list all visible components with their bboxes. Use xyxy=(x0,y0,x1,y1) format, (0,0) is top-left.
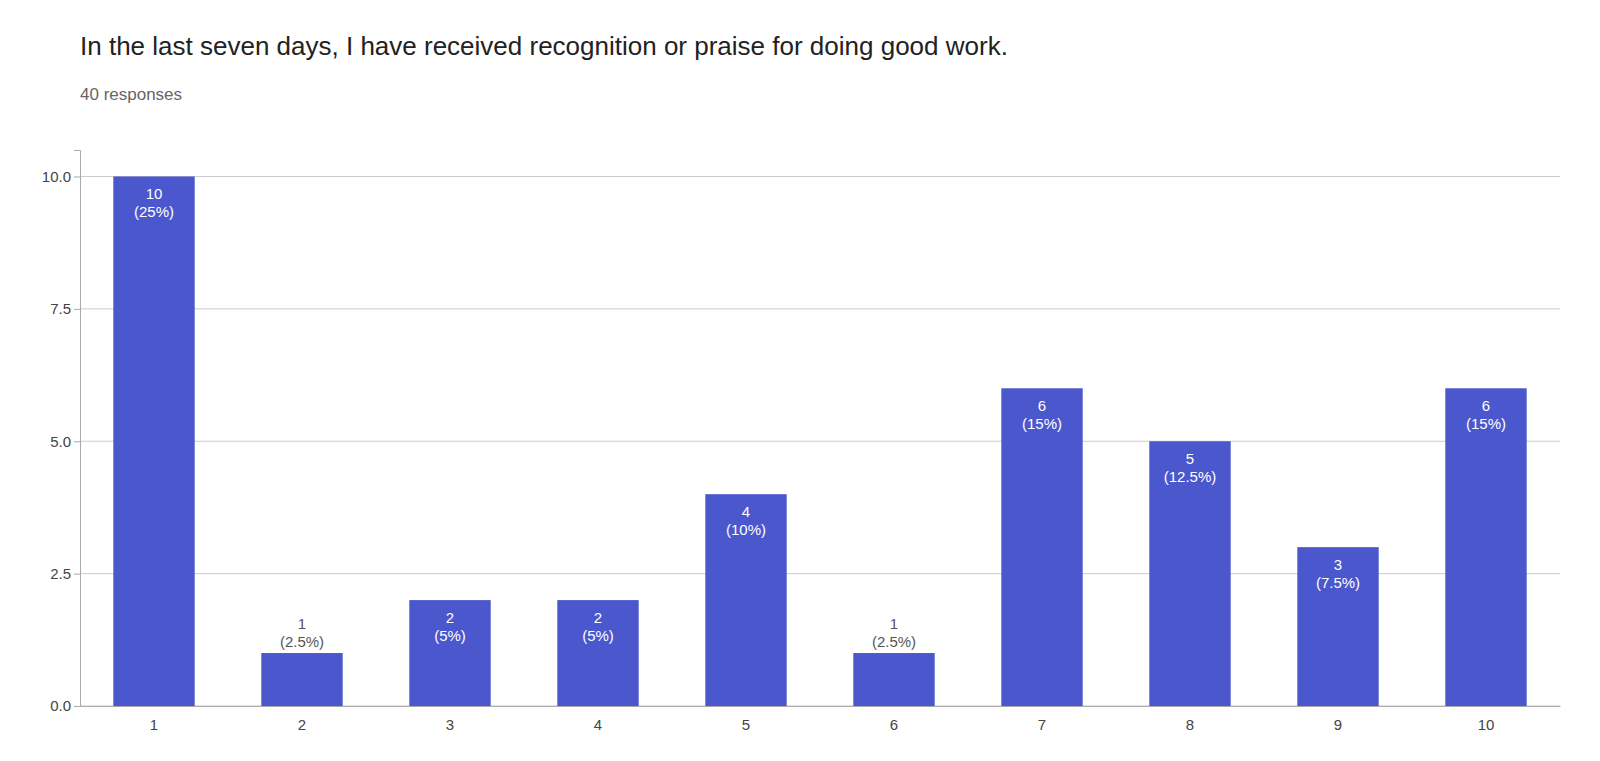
y-tick-label: 5.0 xyxy=(50,433,71,450)
x-tick: 9 xyxy=(1334,706,1342,733)
y-tick: 7.5 xyxy=(50,300,80,317)
x-tick-label: 8 xyxy=(1186,716,1194,733)
y-tick: 2.5 xyxy=(50,565,80,582)
x-tick-label: 7 xyxy=(1038,716,1046,733)
x-tick-label: 1 xyxy=(150,716,158,733)
bar xyxy=(409,600,490,706)
y-tick-label: 2.5 xyxy=(50,565,71,582)
y-tick-mark xyxy=(74,441,80,442)
grid-line xyxy=(80,308,1560,309)
x-tick: 6 xyxy=(890,706,898,733)
bar xyxy=(705,494,786,706)
data-label: 1 xyxy=(890,615,898,632)
y-tick-label: 7.5 xyxy=(50,300,71,317)
grid xyxy=(80,176,1560,706)
title: In the last seven days, I have received … xyxy=(80,31,1008,61)
bars xyxy=(113,176,1526,706)
y-tick: 0.0 xyxy=(50,697,80,714)
x-tick: 8 xyxy=(1186,706,1194,733)
y-tick-mark xyxy=(74,706,80,707)
data-labels: 10(25%)1(2.5%)2(5%)2(5%)4(10%)1(2.5%)6(1… xyxy=(134,185,1506,650)
x-axis-line xyxy=(81,706,1561,707)
x-tick: 5 xyxy=(742,706,750,733)
bar xyxy=(1297,547,1378,706)
chart: In the last seven days, I have received … xyxy=(0,0,1600,761)
x-tick-label: 6 xyxy=(890,716,898,733)
y-tick-label: 0.0 xyxy=(50,697,71,714)
y-tick-label: 10.0 xyxy=(42,168,71,185)
subtitle: 40 responses xyxy=(80,85,182,104)
y-axis: 0.0 2.5 5.0 7.5 10.0 xyxy=(42,151,81,715)
x-tick-label: 9 xyxy=(1334,716,1342,733)
percentage-label: (15%) xyxy=(1022,415,1062,432)
bar xyxy=(1149,441,1230,706)
grid-line xyxy=(80,441,1560,442)
x-tick-label: 3 xyxy=(446,716,454,733)
y-tick-mark xyxy=(74,574,80,575)
data-label: 4 xyxy=(742,503,750,520)
grid-line xyxy=(80,176,1560,177)
y-tick: 5.0 xyxy=(50,433,80,450)
data-label: 10 xyxy=(146,185,163,202)
data-label: 2 xyxy=(594,609,602,626)
percentage-label: (15%) xyxy=(1466,415,1506,432)
x-axis: 1 2 3 4 5 6 7 8 9 10 xyxy=(81,706,1561,733)
x-tick: 10 xyxy=(1478,706,1495,733)
x-tick-label: 2 xyxy=(298,716,306,733)
data-label: 2 xyxy=(446,609,454,626)
x-tick: 7 xyxy=(1038,706,1046,733)
percentage-label: (2.5%) xyxy=(280,633,324,650)
y-tick: 10.0 xyxy=(42,168,80,185)
percentage-label: (5%) xyxy=(434,627,466,644)
bar xyxy=(853,653,934,706)
percentage-label: (5%) xyxy=(582,627,614,644)
x-tick-label: 10 xyxy=(1478,716,1495,733)
percentage-label: (7.5%) xyxy=(1316,574,1360,591)
data-label: 1 xyxy=(298,615,306,632)
x-tick-label: 4 xyxy=(594,716,602,733)
bar xyxy=(1445,388,1526,706)
data-label: 6 xyxy=(1038,397,1046,414)
y-tick-mark xyxy=(74,176,80,177)
y-tick-mark xyxy=(74,309,80,310)
x-tick-label: 5 xyxy=(742,716,750,733)
percentage-label: (12.5%) xyxy=(1164,468,1217,485)
x-tick: 4 xyxy=(594,706,602,733)
plot: 0.02.55.07.510.01234567891010(25%)1(2.5%… xyxy=(42,151,1561,734)
data-label: 3 xyxy=(1334,556,1342,573)
x-tick: 2 xyxy=(298,706,306,733)
percentage-label: (10%) xyxy=(726,521,766,538)
bar xyxy=(1001,388,1082,706)
x-tick: 3 xyxy=(446,706,454,733)
percentage-label: (2.5%) xyxy=(872,633,916,650)
bar xyxy=(557,600,638,706)
percentage-label: (25%) xyxy=(134,203,174,220)
bar xyxy=(113,176,194,706)
x-tick: 1 xyxy=(150,706,158,733)
y-axis-line xyxy=(74,151,81,707)
data-label: 5 xyxy=(1186,450,1194,467)
bar xyxy=(261,653,342,706)
data-label: 6 xyxy=(1482,397,1490,414)
